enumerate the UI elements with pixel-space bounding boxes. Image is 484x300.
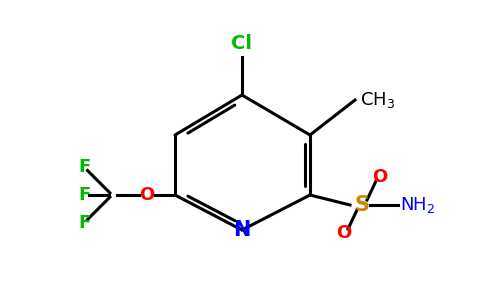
Text: S: S [354,195,369,215]
Text: O: O [139,186,154,204]
Text: F: F [78,158,90,176]
Text: F: F [78,186,90,204]
Text: Cl: Cl [231,34,253,53]
Text: CH$_3$: CH$_3$ [360,90,395,110]
Text: O: O [372,168,388,186]
Text: F: F [78,214,90,232]
Text: N: N [233,220,251,240]
Text: O: O [336,224,351,242]
Text: NH$_2$: NH$_2$ [400,195,435,215]
